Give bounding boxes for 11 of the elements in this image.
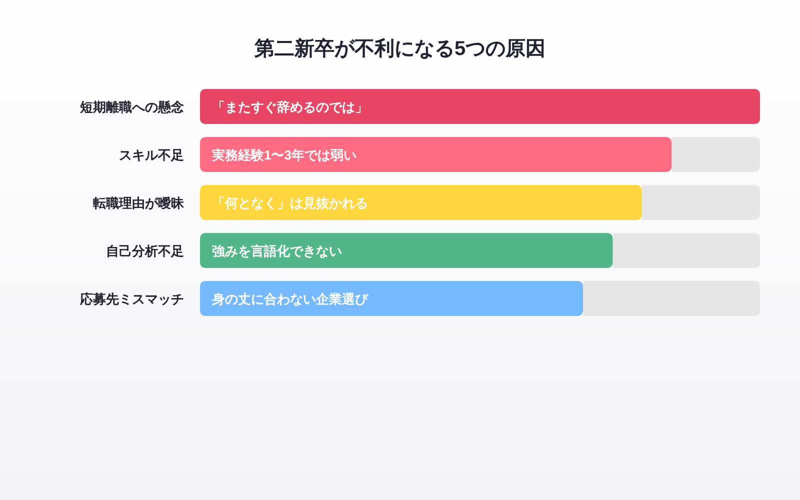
annotation: 強みを言語化できない — [212, 244, 342, 258]
annotation: 「またすぐ辞めるのでは」 — [212, 100, 368, 114]
annotation: 実務経験1〜3年では弱い — [212, 148, 356, 162]
title: 第二新卒が不利になる5つの原因 — [254, 38, 546, 60]
category-label: 応募先ミスマッチ — [80, 292, 184, 306]
annotation: 身の丈に合わない企業選び — [212, 292, 368, 306]
annotation: 「何となく」は見抜かれる — [212, 196, 368, 210]
category-label: スキル不足 — [119, 148, 184, 162]
category-label: 転職理由が曖昧 — [93, 196, 184, 210]
category-label: 短期離職への懸念 — [80, 100, 184, 114]
category-label: 自己分析不足 — [106, 244, 184, 258]
